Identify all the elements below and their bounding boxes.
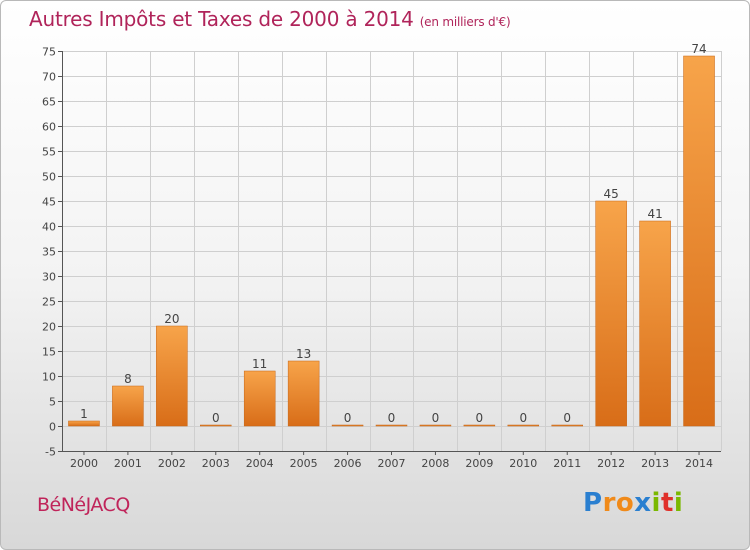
- bar-2004: [243, 370, 276, 427]
- x-tick-label-2011: 2011: [553, 457, 581, 470]
- bar-2000: [68, 420, 100, 427]
- brand-letter: r: [602, 488, 616, 518]
- data-label-2007: 0: [388, 411, 396, 425]
- proxiti-logo: Proxiti: [583, 488, 683, 518]
- y-tick-label: 35: [42, 246, 56, 259]
- x-tick-label-2012: 2012: [597, 457, 625, 470]
- x-tick-label-2008: 2008: [421, 457, 449, 470]
- brand-letter: o: [615, 488, 635, 518]
- bar-2010: [507, 424, 540, 427]
- y-tick-label: 50: [42, 171, 56, 184]
- x-tick-label-2009: 2009: [465, 457, 493, 470]
- data-label-2014: 74: [691, 42, 706, 56]
- bar-2006: [331, 424, 364, 427]
- x-tick-label-2001: 2001: [114, 457, 142, 470]
- bar-2009: [463, 424, 496, 427]
- bar-2003: [200, 424, 232, 427]
- data-label-2002: 20: [164, 312, 179, 326]
- y-tick-label: 0: [49, 421, 56, 434]
- y-tick-label: 5: [49, 396, 56, 409]
- bar-2002: [156, 325, 188, 427]
- y-tick-label: 15: [42, 346, 56, 359]
- x-tick-label-2002: 2002: [158, 457, 186, 470]
- y-tick-label: 20: [42, 321, 56, 334]
- brand-letter: P: [583, 488, 603, 518]
- brand-letter: i: [673, 488, 684, 518]
- y-tick-label: 25: [42, 296, 56, 309]
- y-tick-label: 30: [42, 271, 56, 284]
- data-label-2012: 45: [604, 187, 619, 201]
- data-label-2005: 13: [296, 347, 311, 361]
- bar-2011: [551, 424, 583, 427]
- x-tick-label-2005: 2005: [290, 457, 318, 470]
- bars: [68, 55, 715, 427]
- data-label-2001: 8: [124, 372, 132, 386]
- y-tick-label: 10: [42, 371, 56, 384]
- y-tick-label: -5: [45, 446, 56, 459]
- y-tick-label: 55: [42, 146, 56, 159]
- brand-letter: x: [634, 488, 652, 518]
- data-label-2009: 0: [476, 411, 484, 425]
- y-tick-label: 65: [42, 96, 56, 109]
- data-label-2003: 0: [212, 411, 220, 425]
- commune-name: BéNéJACQ: [37, 494, 130, 516]
- brand-letter: t: [660, 488, 674, 518]
- x-tick-label-2003: 2003: [202, 457, 230, 470]
- chart-subtitle: (en milliers d'€): [419, 15, 511, 29]
- brand-letter: i: [651, 488, 661, 518]
- bar-2014: [683, 55, 715, 427]
- x-tick-label-2007: 2007: [378, 457, 406, 470]
- data-label-2004: 11: [252, 357, 267, 371]
- x-tick-label-2014: 2014: [685, 457, 713, 470]
- bar-2013: [639, 220, 671, 427]
- x-tick-label-2006: 2006: [334, 457, 362, 470]
- bar-2012: [595, 200, 627, 427]
- x-tick-label-2004: 2004: [246, 457, 274, 470]
- data-label-2008: 0: [432, 411, 440, 425]
- x-tick-label-2000: 2000: [70, 457, 98, 470]
- chart-title: Autres Impôts et Taxes de 2000 à 2014 (en…: [29, 7, 511, 31]
- y-tick-label: 75: [42, 46, 56, 59]
- data-label-2011: 0: [563, 411, 571, 425]
- data-labels: 1 8 20 0 11 13 0 0 0 0 0 0 45 41 74: [80, 42, 707, 425]
- data-label-2006: 0: [344, 411, 352, 425]
- data-label-2000: 1: [80, 407, 88, 421]
- bar-2001: [112, 385, 144, 427]
- y-tick-label: 70: [42, 71, 56, 84]
- y-tick-label: 60: [42, 121, 56, 134]
- data-label-2013: 41: [647, 207, 662, 221]
- y-tick-label: 40: [42, 221, 56, 234]
- chart-title-text: Autres Impôts et Taxes de 2000 à 2014: [29, 7, 414, 31]
- y-tick-label: 45: [42, 196, 56, 209]
- bar-2008: [419, 424, 452, 427]
- x-tick-label-2013: 2013: [641, 457, 669, 470]
- bar-2005: [287, 360, 320, 427]
- bar-2007: [375, 424, 408, 427]
- data-label-2010: 0: [519, 411, 527, 425]
- x-tick-label-2010: 2010: [509, 457, 537, 470]
